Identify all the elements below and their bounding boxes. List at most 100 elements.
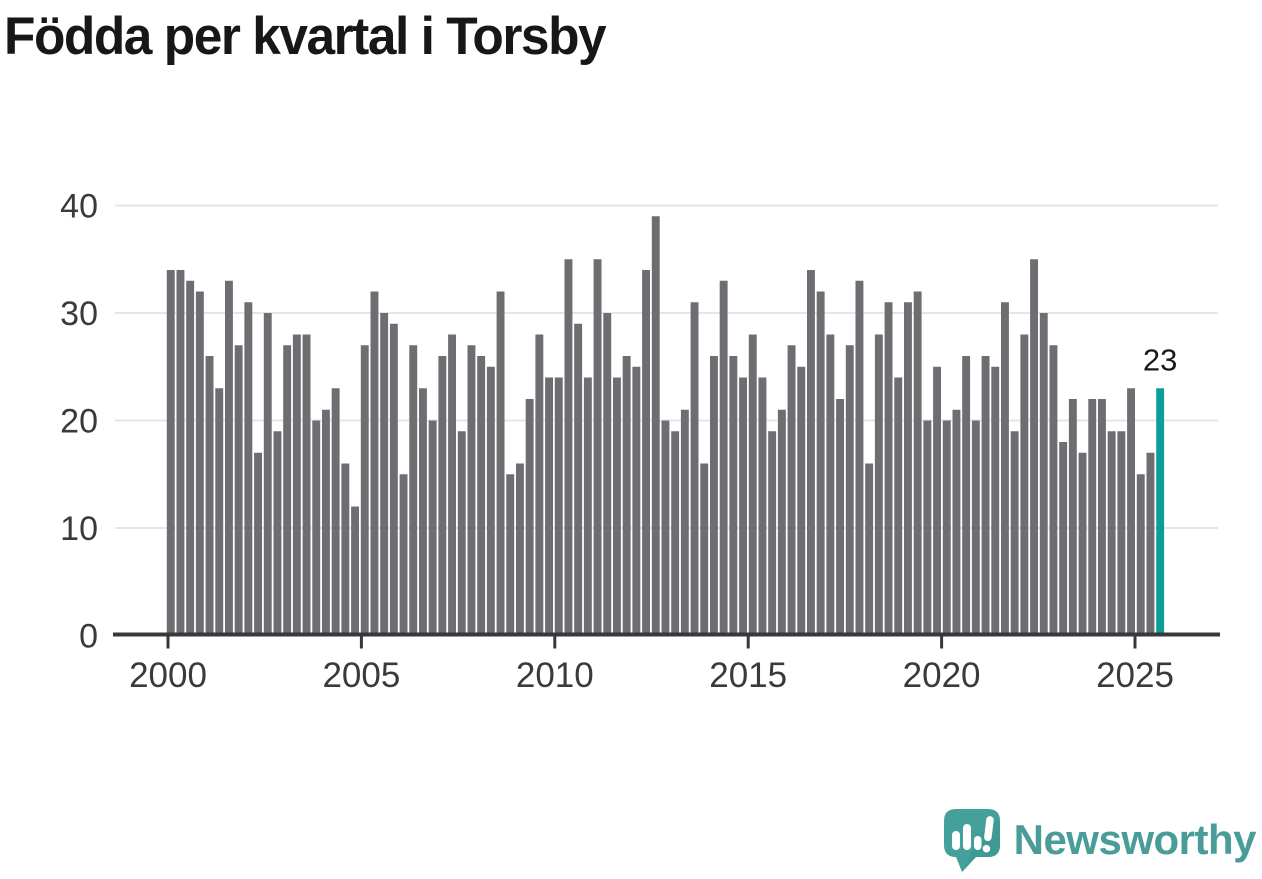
- bar-2013q3: [690, 302, 699, 634]
- bar-2005q3: [380, 313, 389, 634]
- bar-2014q4: [739, 377, 747, 634]
- bar-2008q4: [506, 474, 515, 634]
- bar-2020q1: [942, 420, 951, 634]
- bar-2024q3: [1117, 431, 1126, 634]
- bar-2016q2: [797, 366, 806, 634]
- bar-2010q2: [564, 259, 573, 634]
- bar-2008q3: [496, 291, 505, 634]
- bar-2000q3: [186, 280, 195, 634]
- bar-2012q2: [642, 270, 650, 634]
- bar-2009q1: [516, 463, 524, 634]
- bar-2009q2: [525, 399, 534, 634]
- y-axis-tick-label-30: 30: [60, 295, 98, 333]
- bar-2023q3: [1078, 452, 1087, 634]
- bar-2024q2: [1107, 431, 1116, 634]
- bar-2012q3: [651, 216, 660, 634]
- bar-2021q1: [981, 356, 990, 634]
- bar-2007q2: [448, 334, 456, 634]
- bar-2002q2: [254, 452, 262, 634]
- bar-2019q1: [904, 302, 912, 634]
- bar-2001q4: [234, 345, 243, 634]
- bar-2015q1: [748, 334, 757, 634]
- bar-2015q4: [777, 409, 786, 634]
- bar-2019q4: [933, 366, 941, 634]
- bar-2023q4: [1088, 399, 1097, 634]
- bar-2000q4: [195, 291, 204, 634]
- bar-2003q2: [292, 334, 301, 634]
- bar-2006q3: [419, 388, 427, 634]
- bar-2001q3: [225, 280, 233, 634]
- bar-2014q3: [729, 356, 738, 634]
- bar-2013q4: [700, 463, 709, 634]
- x-axis-line: [113, 632, 1220, 637]
- x-axis-tick-label-2000: 2000: [129, 656, 207, 695]
- bar-2019q3: [923, 420, 932, 634]
- bar-2006q2: [409, 345, 418, 634]
- bar-2011q2: [603, 313, 612, 634]
- bar-2011q1: [593, 259, 602, 634]
- bar-2014q1: [710, 356, 718, 634]
- bar-2022q3: [1039, 313, 1048, 634]
- y-axis-tick-label-10: 10: [60, 510, 98, 548]
- newsworthy-brand: Newsworthy: [938, 807, 1257, 873]
- bar-2009q3: [535, 334, 544, 634]
- bar-2019q2: [913, 291, 922, 634]
- bar-2017q1: [826, 334, 835, 634]
- bar-2016q4: [816, 291, 825, 634]
- bar-2004q4: [351, 506, 359, 634]
- bar-2009q4: [545, 377, 553, 634]
- bar-2018q4: [894, 377, 903, 634]
- bar-2020q3: [962, 356, 971, 634]
- highlight-value-label: 23: [1143, 342, 1177, 377]
- bar-2020q4: [971, 420, 980, 634]
- bar-2021q4: [1010, 431, 1019, 634]
- bar-2024q1: [1098, 399, 1106, 634]
- bar-2015q2: [758, 377, 767, 634]
- bar-2008q1: [477, 356, 486, 634]
- bar-2000q1: [166, 270, 175, 634]
- bar-2022q4: [1049, 345, 1058, 634]
- bar-2002q1: [244, 302, 253, 634]
- bar-2003q4: [312, 420, 321, 634]
- bar-2013q1: [671, 431, 680, 634]
- bar-2010q1: [554, 377, 563, 634]
- bar-2011q3: [613, 377, 621, 634]
- bar-2007q1: [438, 356, 447, 634]
- bar-2025q3: [1156, 388, 1165, 634]
- x-axis-tick-label-2015: 2015: [709, 656, 787, 695]
- x-axis-tick-label-2025: 2025: [1096, 656, 1174, 695]
- bar-2023q2: [1068, 399, 1077, 634]
- bar-2016q1: [787, 345, 796, 634]
- bar-2002q3: [263, 313, 272, 634]
- bar-2017q2: [836, 399, 844, 634]
- y-axis-tick-label-40: 40: [60, 188, 98, 226]
- bar-2017q3: [845, 345, 854, 634]
- bar-2020q2: [952, 409, 961, 634]
- bar-2000q2: [176, 270, 185, 634]
- x-axis-tick-label-2005: 2005: [322, 656, 400, 695]
- bar-2008q2: [486, 366, 495, 634]
- bar-2025q1: [1136, 474, 1145, 634]
- bar-2018q1: [865, 463, 874, 634]
- x-axis-tick-label-2020: 2020: [903, 656, 981, 695]
- bar-2007q3: [457, 431, 466, 634]
- bar-2004q1: [322, 409, 330, 634]
- bar-2012q4: [661, 420, 670, 634]
- bar-2017q4: [855, 280, 864, 634]
- bar-2016q3: [807, 270, 815, 634]
- brand-name: Newsworthy: [1013, 816, 1257, 863]
- bar-2010q4: [583, 377, 592, 634]
- bar-2012q1: [632, 366, 641, 634]
- x-axis-tick-label-2010: 2010: [516, 656, 594, 695]
- bar-2021q3: [1001, 302, 1009, 634]
- bar-2014q2: [719, 280, 728, 634]
- bar-2007q4: [467, 345, 476, 634]
- bar-2005q2: [370, 291, 379, 634]
- bar-2022q2: [1030, 259, 1038, 634]
- bar-2022q1: [1020, 334, 1029, 634]
- bar-2003q3: [302, 334, 311, 634]
- bar-2003q1: [283, 345, 292, 634]
- bar-2015q3: [768, 431, 777, 634]
- bar-2024q4: [1127, 388, 1135, 634]
